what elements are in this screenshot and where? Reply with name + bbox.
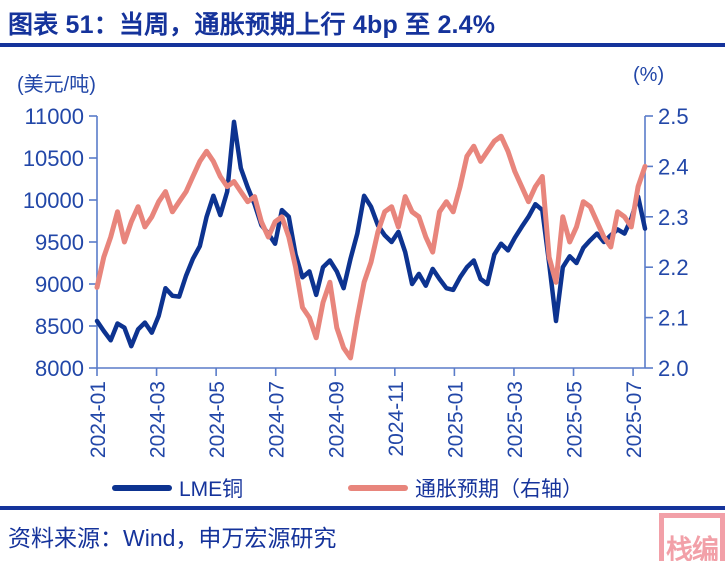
x-axis-tick-label: 2025-01 (444, 381, 467, 458)
x-axis-tick-label: 2024-01 (87, 381, 110, 458)
right-axis-unit-label: (%) (633, 64, 665, 86)
x-axis-tick-label: 2024-05 (206, 381, 229, 458)
seal-watermark: 栈编 (659, 513, 725, 561)
right-axis-tick-label: 2.5 (658, 104, 689, 129)
chart-plot: 11000 10500 10000 9500 9000 8500 8000 2.5 2.4 2.3… (23, 104, 689, 458)
x-axis-tick-label: 2025-05 (564, 381, 587, 458)
left-axis-unit-label: (美元/吨) (17, 74, 96, 96)
left-axis-tick-label: 10000 (23, 188, 84, 213)
right-axis-tick-label: 2.0 (658, 356, 689, 381)
x-axis-tick-label: 2025-07 (623, 381, 646, 458)
left-axis-tick-label: 8000 (35, 356, 84, 381)
x-axis-tick-label: 2025-03 (504, 381, 527, 458)
legend-label-lme-copper: LME铜 (179, 478, 244, 501)
right-axis-tick-label: 2.3 (658, 205, 689, 230)
left-axis-tick-label: 10500 (23, 146, 84, 171)
left-axis-tick-label: 11000 (24, 104, 84, 129)
footer-divider (0, 506, 725, 510)
data-source-text: 资料来源：Wind，申万宏源研究 (8, 525, 337, 551)
left-axis-tick-label: 9000 (35, 272, 84, 297)
right-axis-tick-label: 2.2 (658, 255, 689, 280)
x-axis-tick-label: 2024-09 (325, 381, 348, 458)
series-line-inflation-expectation (94, 133, 648, 361)
lme-copper-line-swatch (112, 485, 172, 491)
left-axis-tick-label: 8500 (35, 314, 84, 339)
left-axis-tick-label: 9500 (35, 230, 84, 255)
x-axis-tick-label: 2024-03 (147, 381, 170, 458)
right-axis-tick-label: 2.1 (658, 306, 689, 331)
x-axis-tick-label: 2024-11 (385, 381, 408, 457)
x-axis-tick-label: 2024-07 (266, 381, 289, 458)
title-underline (0, 43, 725, 47)
legend-label-inflation-expectation: 通胀预期（右轴） (415, 478, 583, 501)
chart-title: 图表 51：当周，通胀预期上行 4bp 至 2.4% (8, 11, 496, 39)
legend-item-lme-copper: LME铜 (112, 472, 243, 504)
series-line-lme-copper (94, 119, 648, 349)
right-axis-tick-label: 2.4 (658, 154, 689, 179)
legend-item-inflation-expectation: 通胀预期（右轴） (348, 472, 583, 504)
inflation-expectation-line-swatch (348, 485, 408, 491)
